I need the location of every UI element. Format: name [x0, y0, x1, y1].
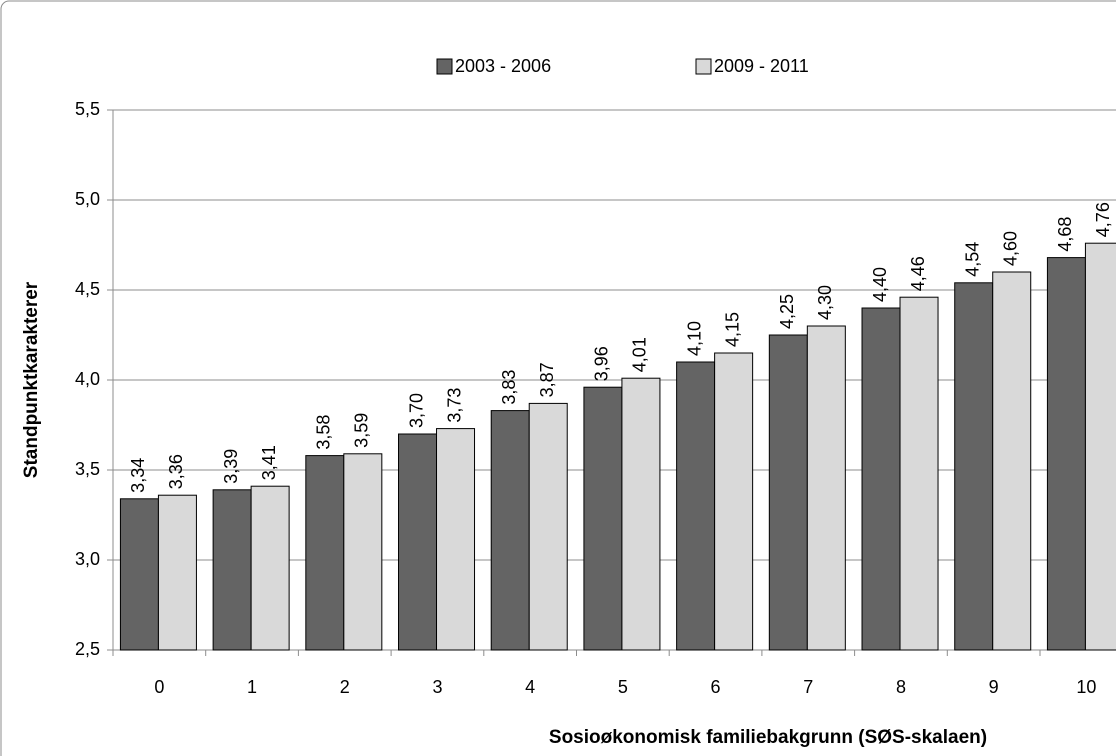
data-label: 4,54: [962, 242, 982, 277]
y-axis-title: Standpunktkarakterer: [21, 281, 42, 478]
bar: [621, 377, 661, 651]
bar: [768, 334, 808, 651]
legend-label: 2003 - 2006: [455, 56, 551, 76]
bar: [305, 455, 345, 651]
x-tick-label: 10: [1076, 677, 1096, 697]
x-tick-label: 6: [711, 677, 721, 697]
bar: [954, 282, 994, 651]
legend-swatch: [436, 58, 453, 75]
data-label: 3,34: [128, 458, 148, 493]
bar: [676, 361, 716, 651]
x-tick-label: 1: [247, 677, 257, 697]
bar: [1084, 242, 1116, 651]
bar: [250, 485, 290, 651]
legend-swatch: [695, 58, 712, 75]
bar: [583, 386, 623, 651]
bar: [861, 307, 901, 651]
data-label: 4,30: [815, 285, 835, 320]
x-tick-label: 9: [989, 677, 999, 697]
data-label: 3,36: [166, 454, 186, 489]
x-tick-label: 0: [154, 677, 164, 697]
y-tick-label: 3,0: [75, 549, 100, 569]
data-label: 3,70: [406, 393, 426, 428]
y-tick-label: 3,5: [75, 459, 100, 479]
data-label: 4,68: [1055, 217, 1075, 252]
y-tick-label: 2,5: [75, 639, 100, 659]
y-tick-label: 4,0: [75, 369, 100, 389]
data-label: 3,96: [592, 346, 612, 381]
data-label: 4,60: [1000, 231, 1020, 266]
x-tick-label: 7: [803, 677, 813, 697]
bar: [157, 494, 197, 651]
legend-label: 2009 - 2011: [714, 56, 809, 76]
data-label: 3,41: [259, 445, 279, 480]
bar: [119, 498, 159, 651]
x-tick-label: 3: [432, 677, 442, 697]
y-tick-label: 4,5: [75, 279, 100, 299]
data-label: 3,59: [352, 413, 372, 448]
bar: [398, 433, 438, 651]
data-label: 4,40: [870, 267, 890, 302]
bar: [1046, 257, 1086, 651]
data-label: 4,10: [684, 321, 704, 356]
data-label: 3,73: [444, 388, 464, 423]
bar: [714, 352, 754, 651]
bar: [806, 325, 846, 651]
data-label: 4,46: [908, 256, 928, 291]
bar: [490, 410, 530, 651]
bar: [343, 453, 383, 651]
data-label: 4,15: [722, 312, 742, 347]
data-label: 3,87: [537, 362, 557, 397]
x-tick-label: 4: [525, 677, 535, 697]
bar: [899, 296, 939, 651]
x-tick-label: 2: [340, 677, 350, 697]
data-label: 4,25: [777, 294, 797, 329]
data-label: 4,76: [1093, 202, 1113, 237]
bar: [528, 402, 568, 651]
bar: [212, 489, 252, 651]
data-label: 3,39: [221, 449, 241, 484]
y-tick-label: 5,0: [75, 189, 100, 209]
data-label: 3,58: [314, 415, 334, 450]
bar: [436, 428, 476, 651]
x-tick-label: 5: [618, 677, 628, 697]
y-tick-label: 5,5: [75, 99, 100, 119]
x-tick-label: 8: [896, 677, 906, 697]
data-label: 3,83: [499, 370, 519, 405]
data-label: 4,01: [630, 337, 650, 372]
x-axis-title: Sosioøkonomisk familiebakgrunn (SØS-skal…: [549, 727, 987, 748]
bar: [992, 271, 1032, 651]
